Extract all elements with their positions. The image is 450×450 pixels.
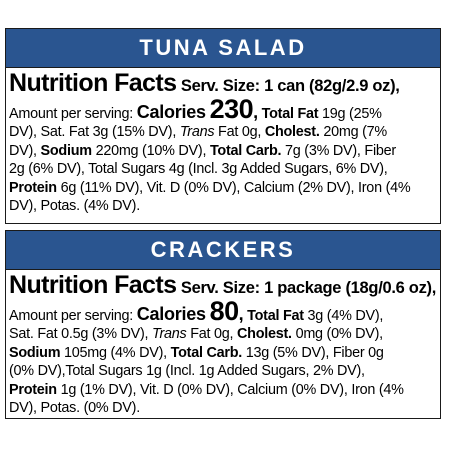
- cholest-value: 0mg (0% DV),: [295, 326, 384, 343]
- crackers-panel: CRACKERS Nutrition Facts Serv. Size: 1 p…: [5, 230, 441, 419]
- cholest-value: 20mg (7%: [323, 124, 387, 141]
- nutrition-facts-block: Nutrition Facts Serv. Size: 1 package (1…: [6, 270, 440, 417]
- total-carb-label: Total Carb.: [209, 142, 282, 159]
- panel-title: TUNA SALAD: [6, 29, 440, 68]
- nutrition-facts-block: Nutrition Facts Serv. Size: 1 can (82g/2…: [6, 68, 440, 215]
- sodium-label: Sodium: [9, 344, 61, 361]
- total-carb-value: 13g (5% DV), Fiber 0g: [245, 344, 384, 361]
- total-fat-value-cont: DV),: [9, 124, 37, 141]
- amount-per-serving: Amount per serving:: [9, 106, 134, 122]
- fiber-sugars: 2g (6% DV), Total Sugars 4g (Incl. 3g Ad…: [9, 161, 388, 178]
- total-fat-label: Total Fat: [261, 106, 319, 122]
- trans-label: Trans: [152, 326, 187, 343]
- facts-line: DV), Sodium 220mg (10% DV), Total Carb. …: [9, 142, 437, 160]
- sodium-label: Sodium: [40, 142, 93, 159]
- cholest-label: Cholest.: [237, 326, 292, 343]
- protein-label: Protein: [9, 179, 57, 196]
- nutrition-header: Nutrition Facts Serv. Size: 1 package (1…: [9, 272, 437, 302]
- total-carb-label: Total Carb.: [170, 344, 243, 361]
- calories-label: Calories: [136, 102, 206, 122]
- nutrition-header: Nutrition Facts Serv. Size: 1 can (82g/2…: [9, 70, 437, 100]
- total-carb-value: 7g (3% DV), Fiber: [285, 142, 396, 159]
- trans-label: Trans: [179, 124, 215, 141]
- calories-label: Calories: [136, 304, 206, 324]
- comma: ,: [238, 304, 244, 324]
- facts-line: Protein 6g (11% DV), Vit. D (0% DV), Cal…: [9, 179, 437, 197]
- facts-line: DV), Potas. (4% DV).: [9, 197, 437, 215]
- serving-size: Serv. Size: 1 package (18g/0.6 oz),: [180, 279, 437, 297]
- comma: ,: [253, 102, 258, 122]
- facts-line: DV), Potas. (0% DV).: [9, 399, 437, 417]
- facts-line: Amount per serving: Calories 230, Total …: [9, 96, 437, 123]
- total-fat-value: 3g (4% DV),: [307, 308, 384, 324]
- sodium-value: 105mg (4% DV),: [64, 344, 167, 361]
- facts-line: Protein 1g (1% DV), Vit. D (0% DV), Calc…: [9, 381, 437, 399]
- facts-line: Amount per serving: Calories 80, Total F…: [9, 298, 437, 325]
- panel-title: CRACKERS: [6, 231, 440, 270]
- trans-fat-value: Fat 0g,: [190, 326, 234, 343]
- facts-line: 2g (6% DV), Total Sugars 4g (Incl. 3g Ad…: [9, 160, 437, 178]
- trans-fat-value: Fat 0g,: [218, 124, 262, 141]
- fiber-sugars: (0% DV),Total Sugars 1g (Incl. 1g Added …: [9, 363, 365, 380]
- tuna-salad-panel: TUNA SALAD Nutrition Facts Serv. Size: 1…: [5, 28, 441, 224]
- facts-line: (0% DV),Total Sugars 1g (Incl. 1g Added …: [9, 362, 437, 380]
- facts-line: Sodium 105mg (4% DV), Total Carb. 13g (5…: [9, 344, 437, 362]
- protein-value: 6g (11% DV), Vit. D (0% DV), Calcium (2%…: [60, 179, 411, 196]
- nutrition-details: Amount per serving: Calories 80, Total F…: [9, 298, 437, 417]
- sat-fat: Sat. Fat 0.5g (3% DV),: [9, 326, 149, 343]
- cholest-value-cont: DV),: [9, 142, 37, 159]
- nutrition-facts-title: Nutrition Facts: [9, 271, 177, 299]
- facts-line: Sat. Fat 0.5g (3% DV), Trans Fat 0g, Cho…: [9, 325, 437, 343]
- protein-value: 1g (1% DV), Vit. D (0% DV), Calcium (0% …: [60, 381, 404, 398]
- cholest-label: Cholest.: [264, 124, 320, 141]
- calories-value: 230: [209, 94, 254, 124]
- nutrition-facts-title: Nutrition Facts: [9, 69, 177, 97]
- nutrition-details: Amount per serving: Calories 230, Total …: [9, 96, 437, 215]
- facts-line: DV), Sat. Fat 3g (15% DV), Trans Fat 0g,…: [9, 123, 437, 141]
- sat-fat: Sat. Fat 3g (15% DV),: [40, 124, 177, 141]
- protein-label: Protein: [9, 381, 57, 398]
- sodium-value: 220mg (10% DV),: [95, 142, 207, 159]
- serving-size: Serv. Size: 1 can (82g/2.9 oz),: [180, 77, 400, 95]
- minerals-end: DV), Potas. (0% DV).: [9, 400, 140, 417]
- minerals-end: DV), Potas. (4% DV).: [9, 198, 140, 215]
- total-fat-label: Total Fat: [247, 308, 304, 324]
- amount-per-serving: Amount per serving:: [9, 308, 134, 324]
- calories-value: 80: [209, 296, 240, 326]
- total-fat-value: 19g (25%: [322, 106, 382, 122]
